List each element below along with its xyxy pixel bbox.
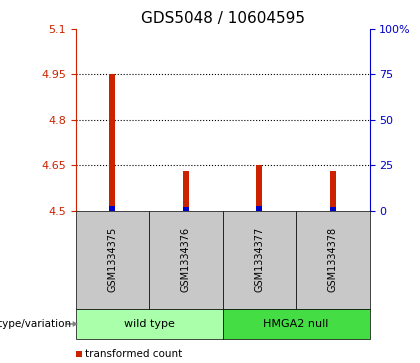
Text: GSM1334377: GSM1334377 <box>255 227 264 292</box>
Bar <box>109 206 115 211</box>
Text: genotype/variation: genotype/variation <box>0 319 71 329</box>
Bar <box>256 206 262 211</box>
Bar <box>183 207 189 211</box>
Text: transformed count: transformed count <box>85 349 183 359</box>
Bar <box>183 171 189 211</box>
Bar <box>330 207 336 211</box>
Title: GDS5048 / 10604595: GDS5048 / 10604595 <box>141 12 304 26</box>
Text: HMGA2 null: HMGA2 null <box>263 319 329 329</box>
Text: GSM1334375: GSM1334375 <box>108 227 117 292</box>
Bar <box>256 164 262 211</box>
Text: wild type: wild type <box>123 319 175 329</box>
Text: GSM1334376: GSM1334376 <box>181 227 191 292</box>
Bar <box>330 171 336 211</box>
Bar <box>109 74 115 211</box>
Text: GSM1334378: GSM1334378 <box>328 227 338 292</box>
